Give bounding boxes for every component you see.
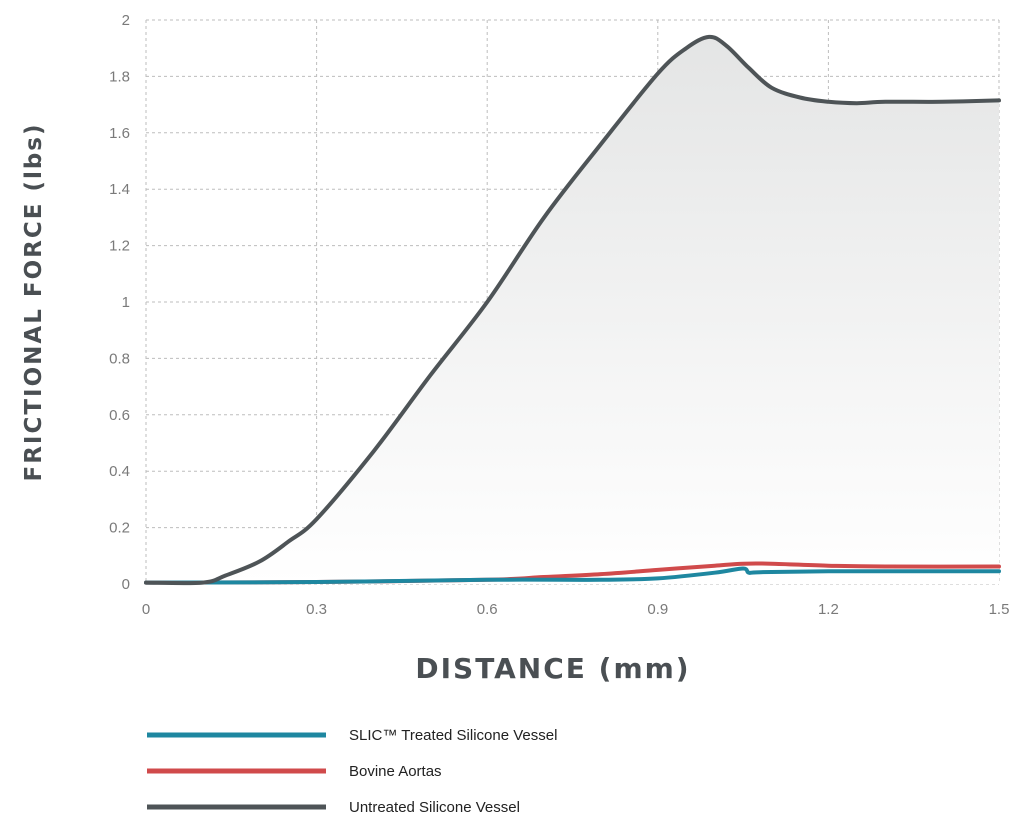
legend-label-bovine-aortas: Bovine Aortas (349, 763, 442, 780)
series-line-slic-treated-silicone-vessel (144, 566, 1001, 585)
legend: SLIC™ Treated Silicone Vessel Bovine Aort… (147, 727, 557, 815)
legend-label-untreated-silicone-vessel: Untreated Silicone Vessel (349, 799, 520, 815)
y-tick-label-4: 0.8 (109, 350, 130, 367)
x-tick-label-1: 0.3 (306, 601, 327, 618)
x-axis-title: DISTANCE (mm) (415, 652, 690, 685)
y-tick-label-2: 0.4 (109, 463, 130, 480)
x-tick-label-5: 1.5 (989, 601, 1010, 618)
x-tick-label-0: 0 (142, 601, 150, 618)
untreated-area-fill (146, 36, 999, 584)
series-lines (144, 34, 1001, 586)
y-tick-label-1: 0.2 (109, 520, 130, 537)
y-axis-title: FRICTIONAL FORCE (lbs) (21, 122, 47, 481)
tick-labels: 0 0.3 0.6 0.9 1.2 1.5 0 0.2 0.4 0.6 0.8 1 1.2 1.4 1.6 1… (109, 12, 1009, 618)
x-tick-label-2: 0.6 (477, 601, 498, 618)
legend-label-slic-treated-silicone-vessel: SLIC™ Treated Silicone Vessel (349, 727, 557, 744)
y-tick-label-9: 1.8 (109, 68, 130, 85)
series-line-untreated-silicone-vessel (144, 34, 1001, 586)
y-tick-label-5: 1 (122, 294, 130, 311)
y-tick-label-3: 0.6 (109, 407, 130, 424)
x-tick-label-3: 0.9 (647, 601, 668, 618)
x-tick-label-4: 1.2 (818, 601, 839, 618)
y-tick-label-10: 2 (122, 12, 130, 29)
y-tick-label-7: 1.4 (109, 181, 130, 198)
y-tick-label-8: 1.6 (109, 125, 130, 142)
y-tick-label-0: 0 (122, 576, 130, 593)
y-tick-label-6: 1.2 (109, 238, 130, 255)
